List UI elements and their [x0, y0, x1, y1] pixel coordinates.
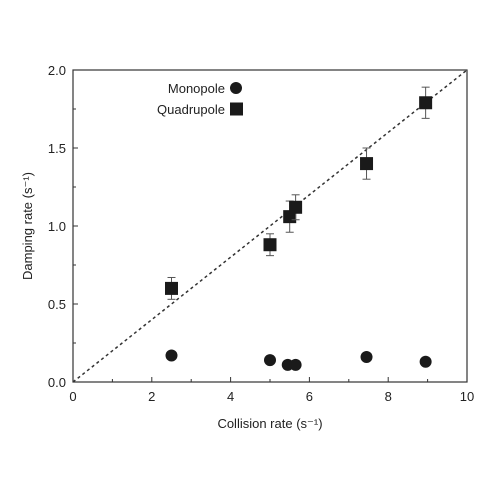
y-tick-label: 1.5	[48, 141, 66, 156]
y-axis-ticks: 0.0 0.5 1.0 1.5 2.0	[48, 63, 78, 390]
quadrupole-point	[289, 200, 303, 214]
monopole-point	[419, 355, 432, 368]
quadrupole-point	[263, 238, 277, 252]
x-axis-ticks: 0 2 4 6 8 10	[69, 377, 474, 404]
quadrupole-point	[419, 96, 433, 110]
x-tick-label: 2	[148, 389, 155, 404]
y-tick-label: 1.0	[48, 219, 66, 234]
y-tick-label: 0.5	[48, 297, 66, 312]
reference-line	[72, 69, 468, 383]
monopole-point	[289, 358, 302, 371]
reference-line-group	[72, 69, 468, 383]
x-tick-label: 10	[460, 389, 474, 404]
legend-marker-quadrupole	[230, 102, 243, 116]
quadrupole-point	[165, 281, 178, 295]
y-tick-label: 2.0	[48, 63, 66, 78]
x-tick-label: 8	[385, 389, 392, 404]
x-tick-label: 6	[306, 389, 313, 404]
x-tick-label: 0	[69, 389, 76, 404]
legend: Monopole Quadrupole	[157, 81, 243, 117]
y-axis-label: Damping rate (s⁻¹)	[20, 172, 35, 280]
monopole-point	[360, 351, 373, 364]
legend-label-quadrupole: Quadrupole	[157, 102, 225, 117]
legend-marker-monopole	[230, 82, 242, 94]
monopole-point	[264, 354, 276, 367]
x-tick-label: 4	[227, 389, 234, 404]
y-tick-label: 0.0	[48, 375, 66, 390]
data-marks	[165, 86, 433, 371]
legend-label-monopole: Monopole	[168, 81, 225, 96]
monopole-point	[165, 349, 178, 362]
x-axis-label: Collision rate (s⁻¹)	[217, 416, 322, 431]
quadrupole-point	[360, 157, 374, 171]
